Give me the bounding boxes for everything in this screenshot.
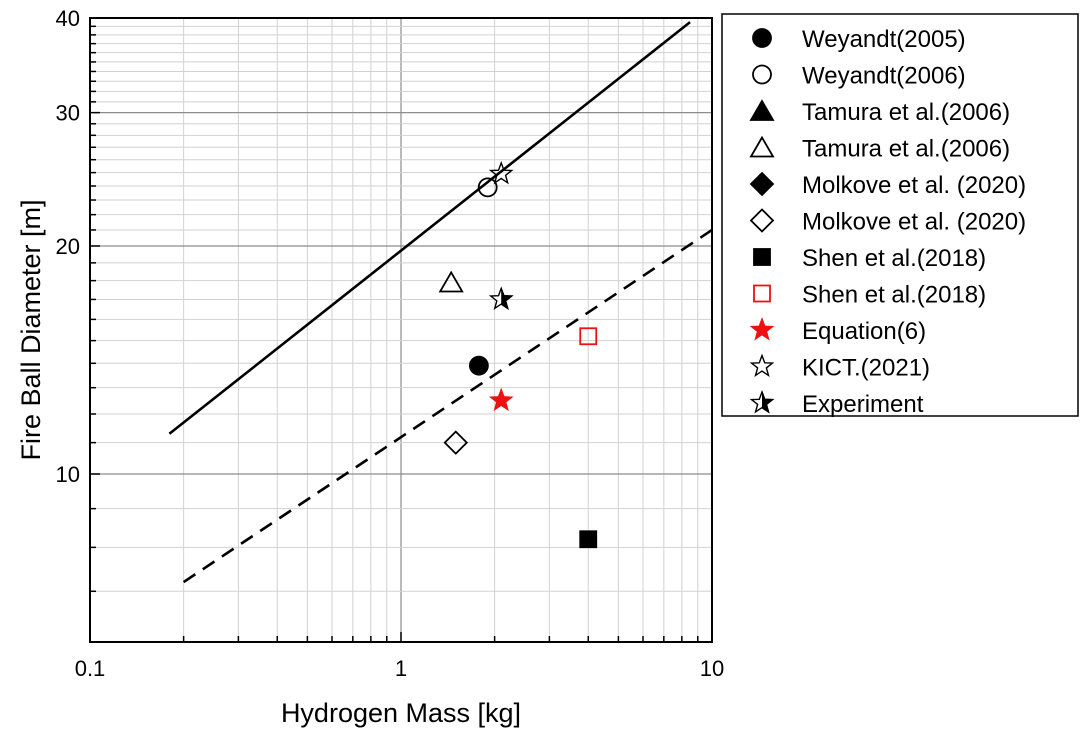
y-tick-label: 20 bbox=[56, 234, 80, 259]
legend-items: Weyandt(2005) Weyandt(2006) Tamura et al.(… bbox=[749, 26, 1026, 418]
data-point-star-shape bbox=[488, 160, 514, 185]
data-points bbox=[438, 160, 598, 549]
fit-lines bbox=[168, 21, 713, 584]
legend-entry: Shen et al.(2018) bbox=[753, 282, 986, 309]
legend-marker-star-shape bbox=[749, 316, 775, 341]
data-point-diamond-shape bbox=[443, 430, 469, 455]
x-tick-label: 1 bbox=[395, 656, 407, 681]
legend-box bbox=[721, 13, 1079, 417]
legend-label: Shen et al.(2018) bbox=[802, 282, 986, 309]
data-point-square-shape bbox=[579, 327, 598, 346]
y-tick-label: 40 bbox=[56, 6, 80, 31]
legend-marker-triangle-shape bbox=[749, 99, 775, 121]
legend-marker-diamond bbox=[749, 171, 775, 197]
data-point-circle-shape bbox=[477, 177, 498, 198]
x-axis-title: Hydrogen Mass [kg] bbox=[281, 698, 521, 728]
legend-label: Tamura et al.(2006) bbox=[802, 136, 1010, 163]
legend-label: Tamura et al.(2006) bbox=[802, 99, 1010, 126]
data-point-triangle bbox=[438, 270, 464, 293]
legend-label: Molkove et al. (2020) bbox=[802, 209, 1026, 236]
data-point-halfstar-fill bbox=[501, 287, 514, 310]
y-tick-label: 10 bbox=[56, 462, 80, 487]
y-axis-title: Fire Ball Diameter [m] bbox=[16, 199, 46, 460]
legend-marker-diamond-shape bbox=[749, 171, 775, 197]
legend-marker-circle bbox=[752, 28, 772, 48]
legend-label: Weyandt(2005) bbox=[802, 26, 966, 53]
legend-entry: Shen et al.(2018) bbox=[753, 245, 986, 272]
legend: Weyandt(2005) Weyandt(2006) Tamura et al.(… bbox=[721, 13, 1079, 418]
data-point-square bbox=[579, 327, 598, 346]
x-tick-label: 10 bbox=[700, 656, 724, 681]
legend-entry: Experiment bbox=[749, 389, 924, 418]
data-point-square-shape bbox=[579, 530, 598, 549]
legend-entry: KICT.(2021) bbox=[749, 353, 930, 382]
dashed-fit-line bbox=[182, 228, 713, 584]
legend-entry: Equation(6) bbox=[749, 316, 926, 345]
legend-marker-star bbox=[749, 353, 775, 378]
legend-marker-triangle-shape bbox=[749, 135, 775, 158]
legend-entry: Tamura et al.(2006) bbox=[749, 99, 1010, 126]
legend-label: Shen et al.(2018) bbox=[802, 245, 986, 272]
legend-entry: Weyandt(2005) bbox=[752, 26, 966, 53]
legend-label: Experiment bbox=[802, 391, 924, 418]
legend-marker-star bbox=[749, 316, 775, 341]
legend-entry: Molkove et al. (2020) bbox=[749, 171, 1026, 199]
legend-marker-square bbox=[753, 284, 771, 303]
legend-entry: Molkove et al. (2020) bbox=[749, 208, 1026, 236]
legend-marker-triangle bbox=[749, 99, 775, 121]
data-point-circle bbox=[477, 177, 498, 198]
legend-label: Weyandt(2006) bbox=[802, 63, 966, 90]
y-tick-label: 30 bbox=[56, 101, 80, 126]
data-point-triangle-shape bbox=[438, 270, 464, 293]
legend-marker-square bbox=[753, 248, 771, 266]
legend-marker-circle-shape bbox=[752, 64, 772, 85]
data-point-circle-shape bbox=[468, 355, 489, 376]
legend-marker-diamond-shape bbox=[749, 208, 775, 233]
x-tick-label: 0.1 bbox=[75, 656, 106, 681]
legend-marker-triangle bbox=[749, 135, 775, 158]
legend-marker-halfstar bbox=[749, 389, 775, 414]
grid-layer bbox=[89, 17, 712, 643]
data-point-star bbox=[488, 387, 514, 412]
data-point-star bbox=[488, 160, 514, 185]
legend-entry: Weyandt(2006) bbox=[752, 63, 966, 90]
data-point-halfstar bbox=[488, 286, 514, 310]
legend-marker-circle-shape bbox=[752, 28, 772, 48]
legend-label: KICT.(2021) bbox=[802, 355, 930, 382]
legend-marker-circle bbox=[752, 64, 772, 85]
legend-marker-halfstar-fill bbox=[762, 391, 775, 414]
legend-entry: Tamura et al.(2006) bbox=[749, 135, 1010, 163]
tick-labels: 0.1 1 10 10 20 30 40 bbox=[56, 6, 725, 681]
legend-label: Equation(6) bbox=[802, 318, 926, 345]
data-point-diamond bbox=[443, 430, 469, 455]
legend-marker-square-shape bbox=[753, 248, 771, 266]
solid-fit-line bbox=[168, 21, 691, 435]
legend-marker-diamond bbox=[749, 208, 775, 233]
legend-marker-star-shape bbox=[749, 353, 775, 378]
data-point-circle bbox=[468, 355, 489, 376]
data-point-star-shape bbox=[488, 387, 514, 412]
legend-marker-square-shape bbox=[753, 284, 771, 303]
data-point-square bbox=[579, 530, 598, 549]
legend-label: Molkove et al. (2020) bbox=[802, 172, 1026, 199]
